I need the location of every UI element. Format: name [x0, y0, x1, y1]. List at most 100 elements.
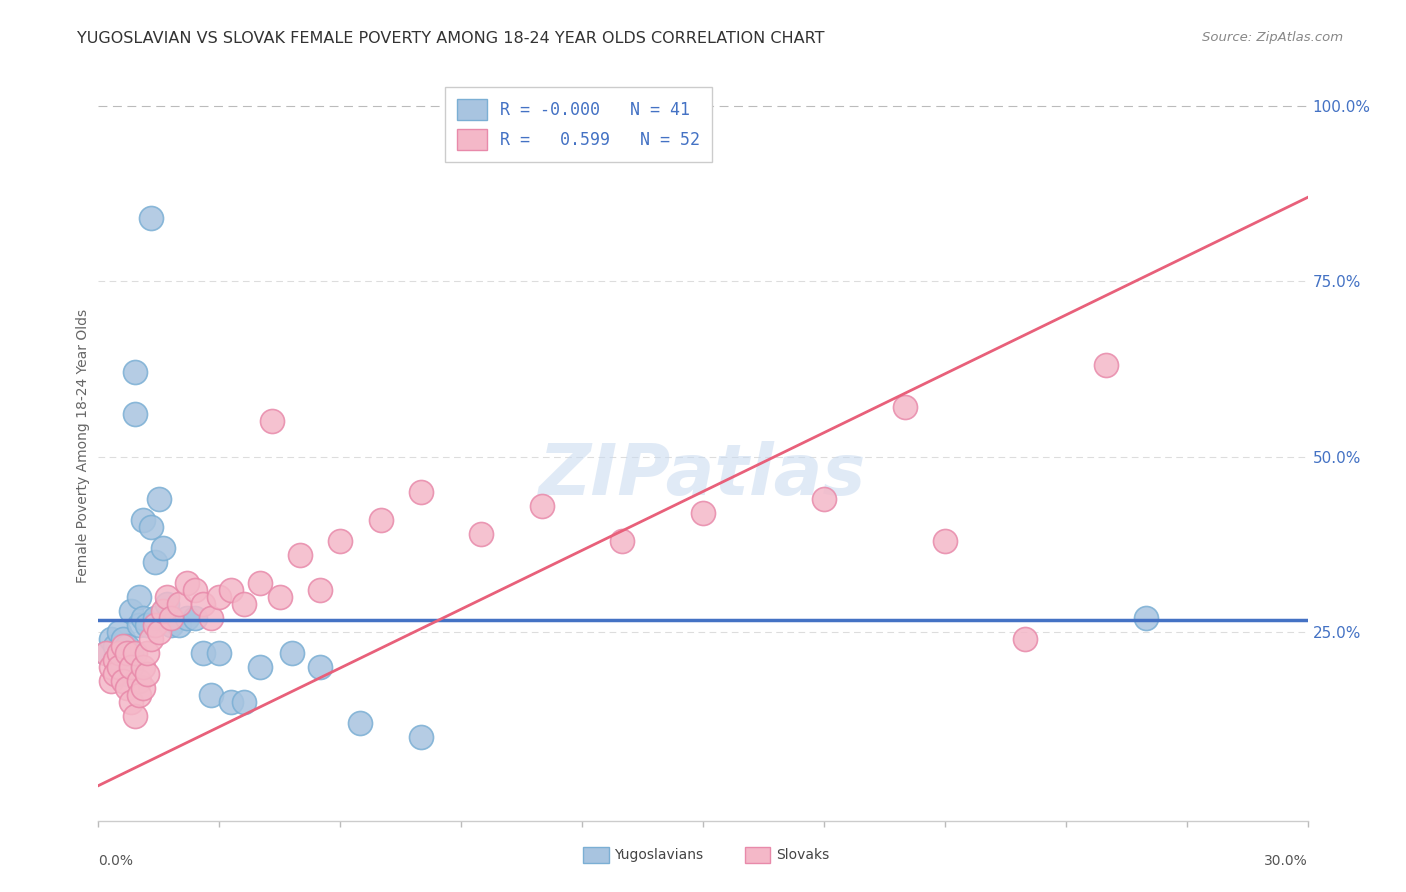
Point: [208, 646, 231, 660]
Point: [232, 597, 254, 611]
Y-axis label: Female Poverty Among 18-24 Year Olds: Female Poverty Among 18-24 Year Olds: [76, 309, 90, 583]
Point: [1135, 610, 1157, 624]
Point: [135, 617, 157, 632]
Point: [139, 211, 162, 226]
Point: [100, 659, 122, 673]
Point: [148, 624, 170, 639]
Point: [115, 681, 138, 695]
Point: [160, 610, 183, 624]
Point: [135, 666, 157, 681]
Point: [470, 526, 492, 541]
Point: [128, 590, 150, 604]
Point: [249, 659, 271, 673]
Point: [103, 639, 125, 653]
Point: [124, 408, 146, 422]
Point: [107, 659, 129, 673]
Point: [124, 366, 146, 380]
Point: [128, 673, 150, 688]
Point: [232, 695, 254, 709]
Point: [208, 590, 231, 604]
Point: [100, 673, 122, 688]
Point: [934, 533, 956, 548]
Point: [530, 499, 553, 513]
Point: [184, 610, 207, 624]
Point: [309, 582, 332, 597]
Point: [107, 646, 129, 660]
Point: [128, 617, 150, 632]
Point: [143, 610, 166, 624]
Point: [349, 715, 371, 730]
Text: Yugoslavians: Yugoslavians: [614, 848, 703, 863]
Point: [612, 533, 634, 548]
Point: [143, 617, 166, 632]
Point: [96, 646, 118, 660]
Point: [111, 632, 134, 646]
Point: [409, 484, 432, 499]
Legend: R = -0.000   N = 41, R =   0.599   N = 52: R = -0.000 N = 41, R = 0.599 N = 52: [446, 87, 711, 161]
Point: [269, 590, 291, 604]
Point: [281, 646, 304, 660]
Text: ZIPatlas: ZIPatlas: [540, 442, 866, 510]
Point: [176, 575, 198, 590]
Point: [288, 548, 311, 562]
Point: [124, 646, 146, 660]
Point: [156, 590, 179, 604]
Point: [156, 597, 179, 611]
Point: [160, 617, 183, 632]
Point: [103, 666, 125, 681]
Point: [120, 603, 142, 617]
Point: [260, 415, 283, 429]
Point: [103, 652, 125, 666]
Point: [409, 730, 432, 744]
Point: [370, 512, 392, 526]
Point: [221, 582, 243, 597]
Point: [309, 659, 332, 673]
Point: [115, 646, 138, 660]
Point: [139, 519, 162, 533]
Point: [132, 681, 155, 695]
Point: [893, 401, 915, 415]
Point: [111, 639, 134, 653]
Text: 30.0%: 30.0%: [1264, 855, 1308, 868]
Point: [128, 688, 150, 702]
Point: [111, 659, 134, 673]
Point: [139, 632, 162, 646]
Text: YUGOSLAVIAN VS SLOVAK FEMALE POVERTY AMONG 18-24 YEAR OLDS CORRELATION CHART: YUGOSLAVIAN VS SLOVAK FEMALE POVERTY AMO…: [77, 31, 825, 46]
Point: [107, 624, 129, 639]
Point: [120, 646, 142, 660]
Point: [193, 646, 215, 660]
Text: Source: ZipAtlas.com: Source: ZipAtlas.com: [1202, 31, 1343, 45]
Point: [115, 666, 138, 681]
Point: [813, 491, 835, 506]
Point: [148, 491, 170, 506]
Point: [200, 610, 222, 624]
Point: [103, 652, 125, 666]
Point: [200, 688, 222, 702]
Point: [132, 659, 155, 673]
Point: [167, 617, 190, 632]
Text: Slovaks: Slovaks: [776, 848, 830, 863]
Point: [692, 506, 714, 520]
Point: [143, 555, 166, 569]
Point: [1095, 359, 1118, 373]
Point: [167, 597, 190, 611]
Point: [184, 582, 207, 597]
Point: [176, 610, 198, 624]
Point: [249, 575, 271, 590]
Point: [120, 695, 142, 709]
Point: [115, 639, 138, 653]
Point: [132, 610, 155, 624]
Point: [221, 695, 243, 709]
Point: [132, 512, 155, 526]
Point: [100, 632, 122, 646]
Point: [152, 541, 174, 555]
Point: [107, 646, 129, 660]
Text: 0.0%: 0.0%: [98, 855, 134, 868]
Point: [111, 673, 134, 688]
Point: [96, 646, 118, 660]
Point: [1014, 632, 1036, 646]
Point: [120, 659, 142, 673]
Point: [135, 646, 157, 660]
Point: [193, 597, 215, 611]
Point: [124, 708, 146, 723]
